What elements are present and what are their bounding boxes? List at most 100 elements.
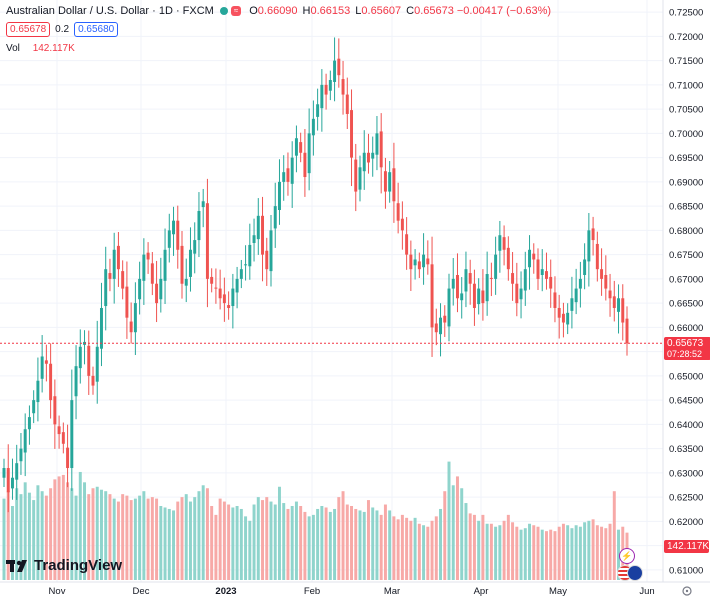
candle-body	[269, 230, 273, 272]
volume-label: Vol	[6, 43, 20, 54]
volume-bar	[176, 501, 180, 580]
volume-bar	[396, 519, 400, 580]
time-tick-label: Apr	[474, 586, 489, 597]
volume-bar	[299, 506, 303, 580]
candle-body	[252, 235, 256, 243]
time-axis[interactable]: Nov Dec 2023 Feb Mar Apr May Jun	[49, 586, 655, 597]
time-tick-label: Feb	[304, 586, 320, 597]
volume-bar	[244, 516, 248, 580]
candle-body	[549, 276, 553, 289]
price-tick-label: 0.61000	[669, 565, 703, 576]
volume-bar	[600, 526, 604, 580]
volume-bar	[201, 485, 205, 580]
open-label: O	[249, 5, 258, 17]
volume-bar	[358, 510, 362, 580]
candle-body	[460, 293, 464, 301]
volume-bar	[375, 510, 379, 580]
price-axis[interactable]: 0.72500 0.72000 0.71500 0.71000 0.70500 0.700…	[669, 8, 703, 577]
volume-bar	[2, 498, 6, 580]
volume-bar	[261, 500, 265, 580]
candle-body	[104, 269, 108, 307]
candle-body	[15, 463, 19, 480]
candle-body	[218, 288, 222, 299]
price-tick-label: 0.72000	[669, 32, 703, 43]
candle-body	[99, 307, 103, 349]
volume-value: 142.117K	[32, 43, 75, 54]
trade-buttons: 0.65678 0.2 0.65680	[6, 22, 119, 37]
volume-bar	[392, 516, 396, 580]
candle-body	[188, 249, 192, 277]
high-label: H	[302, 5, 311, 17]
candle-body	[261, 215, 265, 255]
volume-bar	[532, 525, 536, 580]
symbol-title[interactable]: Australian Dollar / U.S. Dollar · 1D · F…	[6, 5, 214, 17]
candle-body	[553, 292, 557, 308]
candle-body	[400, 218, 404, 231]
candle-body	[6, 468, 10, 493]
price-tick-label: 0.69500	[669, 153, 703, 164]
price-tick-label: 0.68500	[669, 202, 703, 213]
candle-body	[316, 104, 320, 117]
volume-bar	[95, 486, 99, 580]
volume-bar	[303, 511, 307, 580]
candle-body	[27, 417, 31, 430]
volume-bar	[430, 520, 434, 580]
settings-gear-icon[interactable]	[682, 586, 692, 596]
candle-body	[621, 298, 625, 323]
open-value: 0.66090	[257, 5, 298, 17]
volume-bar	[494, 526, 498, 580]
spread-value: 0.2	[55, 24, 70, 35]
candle-body	[417, 261, 421, 270]
price-tick-label: 0.71000	[669, 80, 703, 91]
candle-body	[155, 283, 159, 304]
volume-bar	[15, 488, 19, 580]
candle-body	[511, 273, 515, 284]
volume-bar	[78, 471, 82, 580]
volume-bar	[239, 508, 243, 580]
volume-bar	[87, 494, 91, 580]
candle-body	[625, 318, 629, 344]
volume-bar	[210, 506, 214, 580]
candle-body	[70, 400, 74, 469]
volume-bar	[549, 529, 553, 580]
price-tick-label: 0.67000	[669, 274, 703, 285]
market-status-icon[interactable]	[219, 7, 228, 15]
candle-body	[375, 133, 379, 155]
candle-body	[617, 298, 621, 312]
time-tick-label: 2023	[215, 586, 236, 597]
candle-body	[608, 290, 612, 299]
lightning-icon[interactable]: ⚡	[619, 548, 635, 564]
candle-body	[311, 118, 315, 136]
volume-bar	[252, 504, 256, 580]
candle-body	[477, 288, 481, 305]
buy-button[interactable]: 0.65680	[74, 22, 119, 37]
au-flag-icon[interactable]	[627, 565, 643, 581]
volume-bar	[27, 492, 31, 580]
candle-body	[451, 278, 455, 289]
volume-bar	[574, 525, 578, 580]
time-tick-label: Dec	[133, 586, 150, 597]
tradingview-logo[interactable]: TradingView	[6, 557, 122, 574]
volume-bar	[409, 520, 413, 580]
candle-body	[150, 263, 154, 284]
candle-body	[354, 159, 358, 192]
volume-bar	[333, 508, 337, 580]
candle-body	[392, 168, 396, 202]
volume-bar	[112, 498, 116, 580]
volume-bar	[481, 514, 485, 580]
candle-body	[176, 220, 180, 250]
volume-bar	[498, 525, 502, 580]
volume-bar	[121, 494, 125, 580]
change-value: −0.00417 (−0.63%)	[456, 5, 552, 17]
price-tick-label: 0.64500	[669, 396, 703, 407]
volume-bar	[583, 522, 587, 580]
candle-body	[129, 321, 133, 333]
volume-bar	[328, 511, 332, 580]
volume-legend[interactable]: Vol 142.117K	[6, 43, 75, 54]
candle-body	[116, 245, 120, 270]
sell-button[interactable]: 0.65678	[6, 22, 51, 37]
price-tick-label: 0.70500	[669, 105, 703, 116]
delay-badge-icon[interactable]: ≈	[230, 6, 242, 16]
candle-body	[583, 259, 587, 275]
